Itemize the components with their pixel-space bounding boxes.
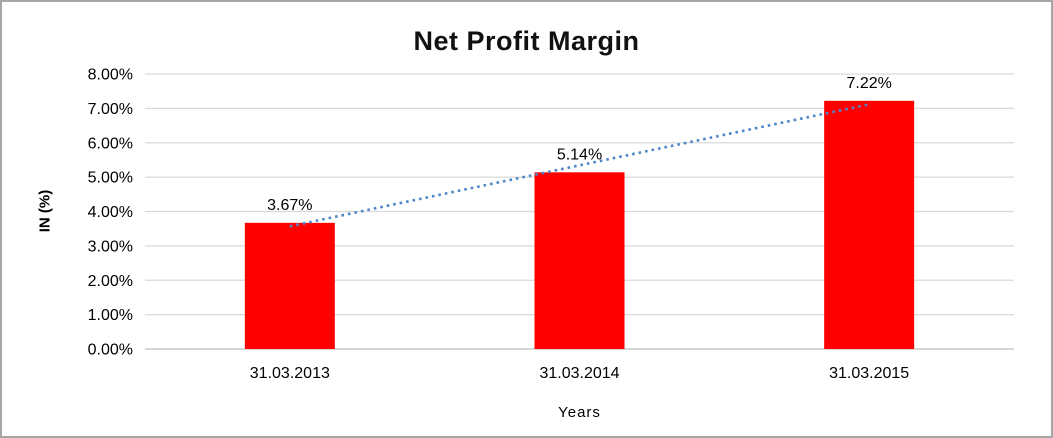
y-tick-label: 6.00% (88, 135, 133, 152)
bar (244, 222, 335, 349)
bar-value-label: 3.67% (267, 197, 312, 214)
bar-value-label: 7.22% (846, 75, 891, 92)
x-axis-title: Years (558, 404, 601, 421)
x-tick-label: 31.03.2015 (829, 365, 909, 382)
bar (824, 100, 915, 349)
bar (534, 172, 625, 349)
y-tick-label: 3.00% (88, 238, 133, 255)
chart-title: Net Profit Margin (413, 26, 640, 56)
y-tick-label: 1.00% (88, 307, 133, 324)
y-tick-label: 5.00% (88, 170, 133, 187)
y-tick-label: 2.00% (88, 273, 133, 290)
bar-value-label: 5.14% (557, 146, 602, 163)
x-tick-label: 31.03.2013 (250, 365, 330, 382)
y-tick-label: 8.00% (88, 67, 133, 84)
x-tick-label: 31.03.2014 (539, 365, 619, 382)
y-tick-label: 0.00% (88, 342, 133, 359)
y-tick-label: 4.00% (88, 204, 133, 221)
y-tick-label: 7.00% (88, 101, 133, 118)
